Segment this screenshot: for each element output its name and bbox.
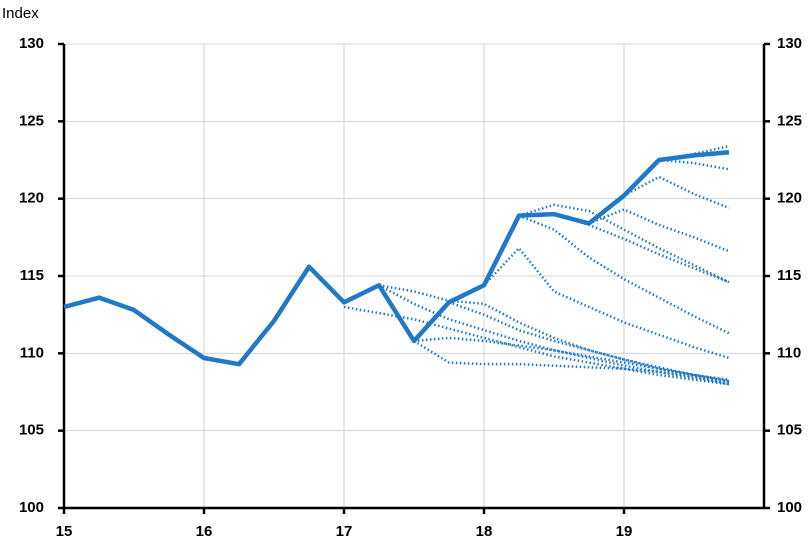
y2-tick-label: 125	[777, 112, 802, 129]
line	[63, 150, 730, 367]
forecast-line	[483, 246, 730, 360]
y2-tick-label: 105	[777, 422, 802, 439]
forecast-line	[518, 203, 730, 284]
y2-tick-label: 120	[777, 190, 802, 207]
x-tick-label: 15	[56, 523, 73, 540]
y-tick-label: 110	[20, 344, 44, 361]
y2-tick-label: 100	[777, 499, 802, 516]
forecast-line	[343, 305, 730, 386]
y-tick-label: 115	[20, 267, 44, 284]
forecast-line	[378, 284, 730, 383]
forecast-line	[623, 175, 730, 210]
y-tick-label: 100	[19, 499, 44, 516]
forecast-line	[378, 284, 730, 384]
forecast-line	[588, 208, 730, 253]
forecast-line	[413, 339, 730, 386]
x-tick-label: 19	[616, 523, 633, 540]
y-tick-label: 105	[19, 422, 44, 439]
y2-tick-label: 130	[777, 35, 802, 52]
forecast-line	[413, 336, 730, 383]
y-tick-label: 120	[19, 190, 44, 207]
forecast-line	[553, 212, 730, 284]
x-tick-label: 18	[476, 523, 493, 540]
y-axis-label: Index	[2, 5, 39, 22]
forecast-line	[448, 301, 730, 381]
y-tick-label: 125	[19, 112, 44, 129]
x-tick-label: 17	[336, 523, 353, 540]
forecast-line	[658, 158, 730, 171]
y2-tick-label: 110	[777, 344, 801, 361]
y-tick-label: 130	[19, 35, 44, 52]
y2-tick-label: 115	[777, 267, 801, 284]
x-tick-label: 16	[196, 523, 213, 540]
